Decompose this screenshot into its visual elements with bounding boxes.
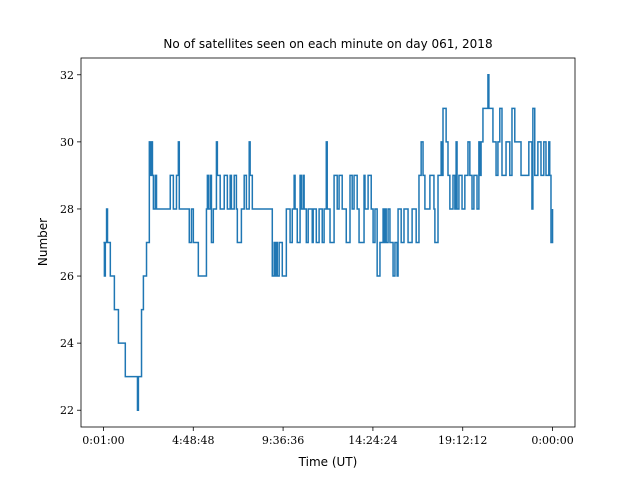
y-tick-label: 26 xyxy=(60,270,74,283)
x-tick-label: 14:24:24 xyxy=(348,434,397,447)
y-tick-label: 32 xyxy=(60,69,74,82)
y-tick-label: 22 xyxy=(60,404,74,417)
x-axis-label: Time (UT) xyxy=(298,455,358,469)
data-line xyxy=(103,74,554,411)
x-tick-label: 0:01:00 xyxy=(82,434,124,447)
y-tick-label: 24 xyxy=(60,337,74,350)
chart-title: No of satellites seen on each minute on … xyxy=(163,37,492,51)
axes-frame xyxy=(80,57,576,428)
y-tick-label: 28 xyxy=(60,203,74,216)
y-axis-label: Number xyxy=(36,218,50,266)
x-tick-label: 9:36:36 xyxy=(262,434,304,447)
x-tick-label: 0:00:00 xyxy=(531,434,573,447)
x-tick-label: 19:12:12 xyxy=(438,434,487,447)
y-tick-label: 30 xyxy=(60,136,74,149)
x-tick-label: 4:48:48 xyxy=(172,434,214,447)
